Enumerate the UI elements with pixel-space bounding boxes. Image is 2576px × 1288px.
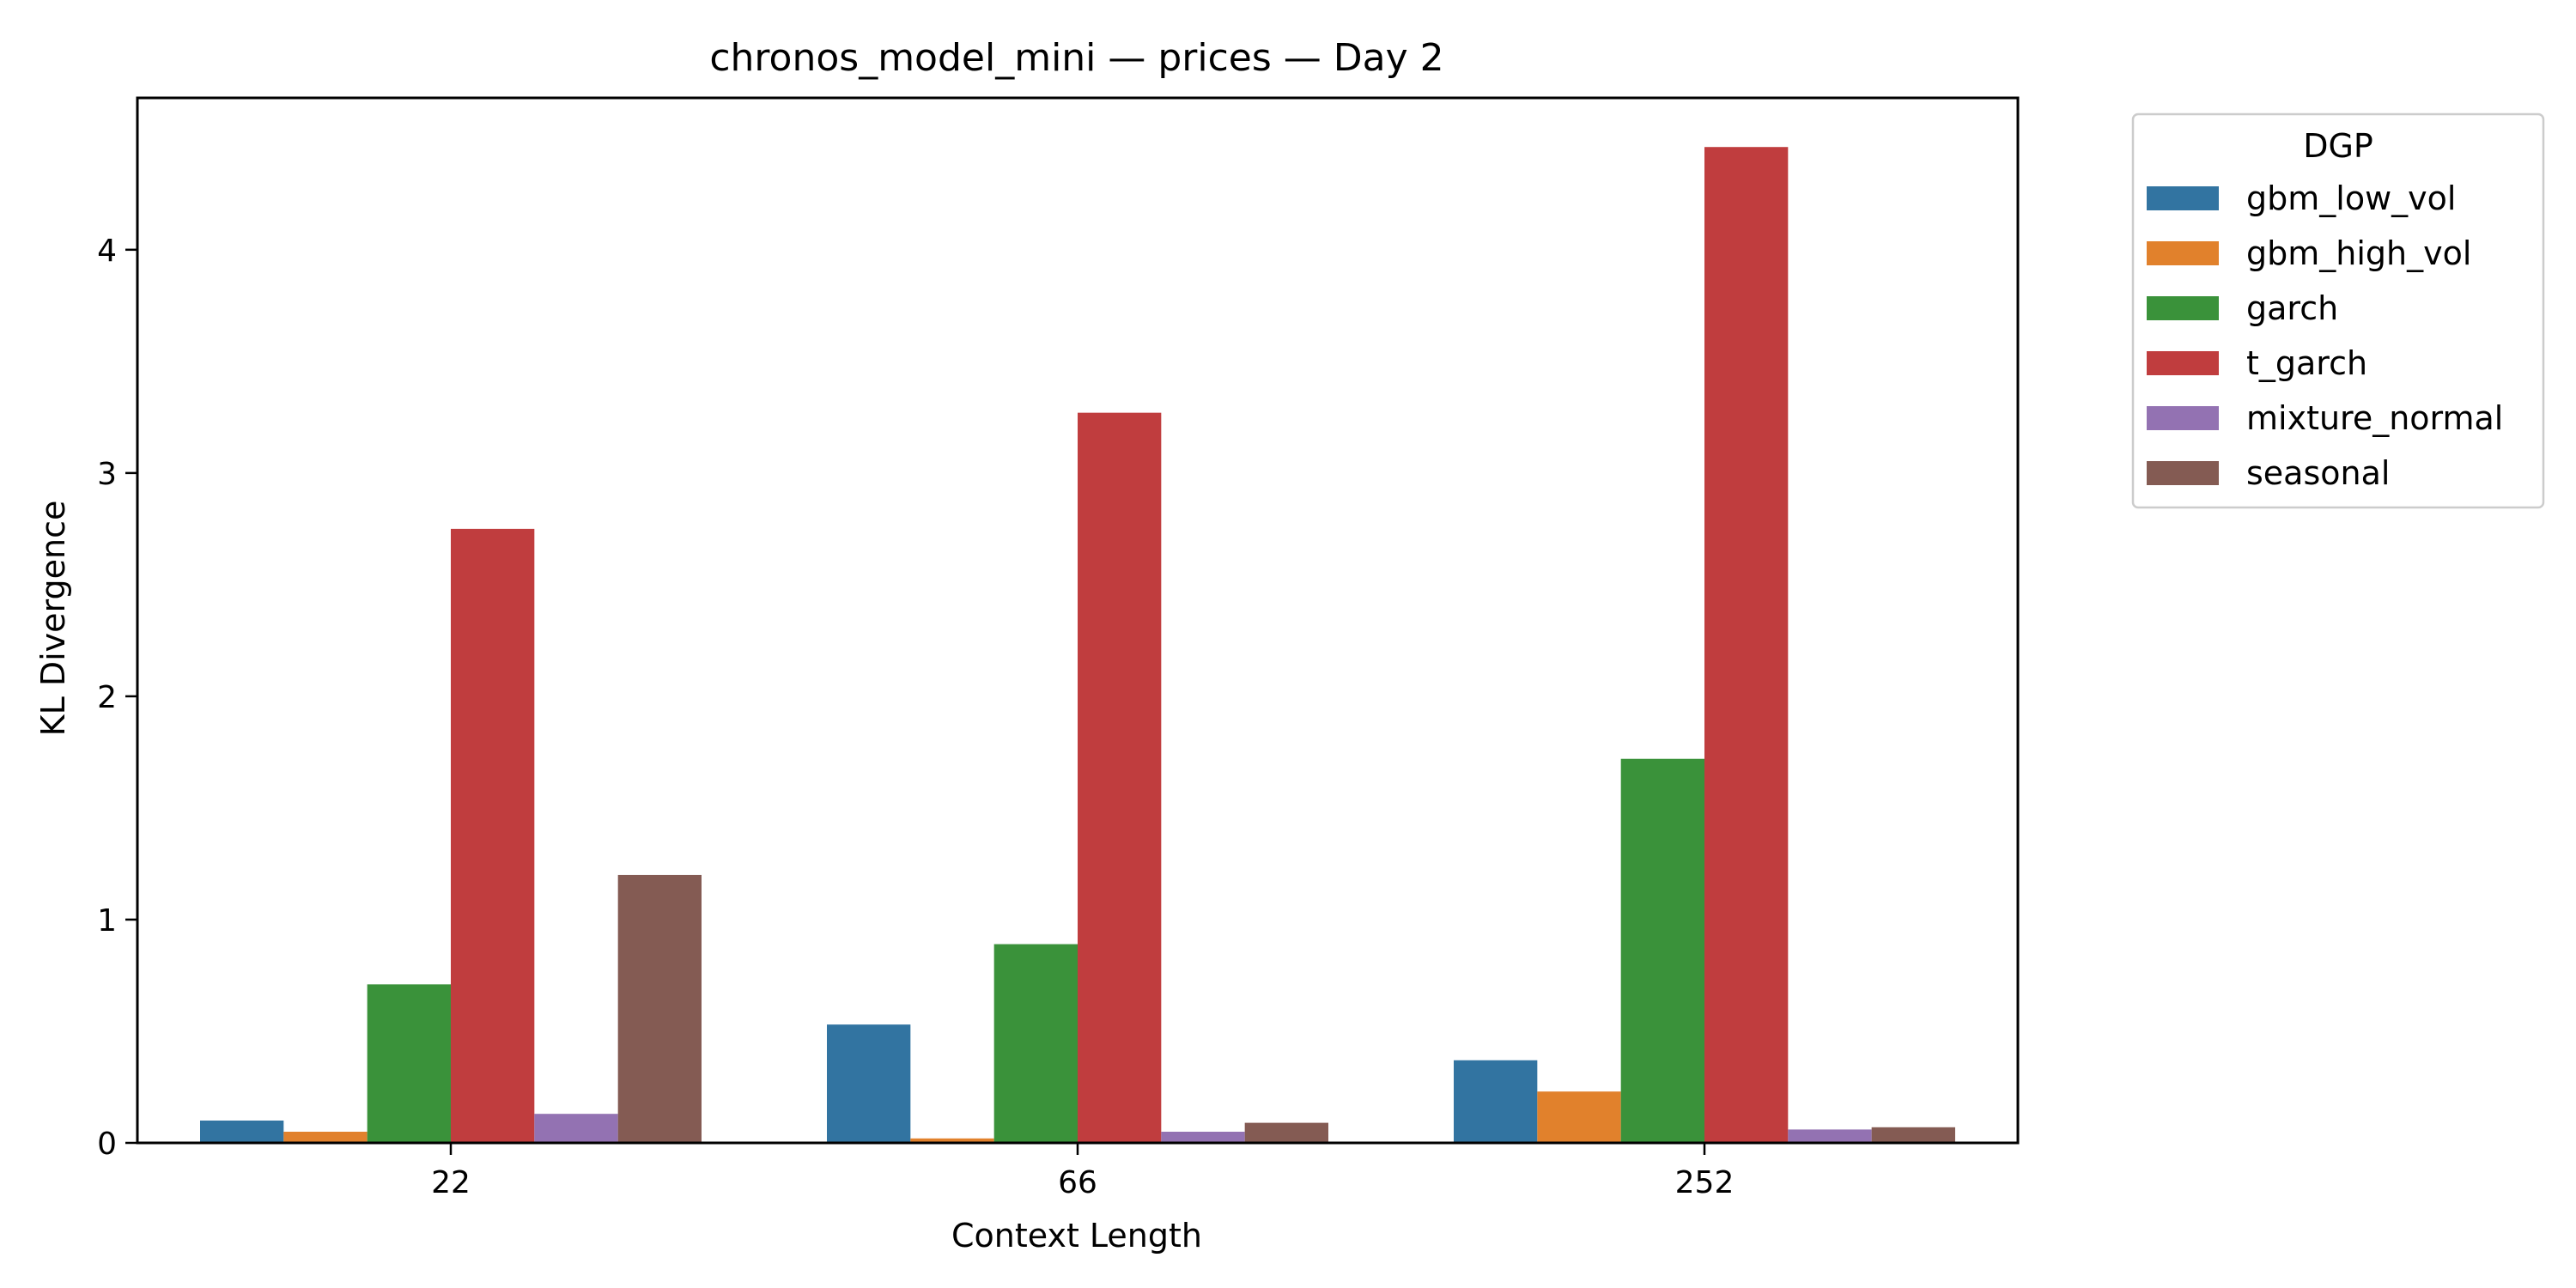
x-axis-label: Context Length bbox=[951, 1217, 1202, 1255]
bar-seasonal-252 bbox=[1871, 1127, 1955, 1143]
bar-mixture_normal-252 bbox=[1788, 1129, 1872, 1143]
x-tick-label: 252 bbox=[1675, 1165, 1735, 1200]
x-tick-label: 22 bbox=[431, 1165, 471, 1200]
bar-mixture_normal-22 bbox=[534, 1114, 618, 1143]
bar-garch-252 bbox=[1620, 758, 1704, 1143]
bar-gbm_high_vol-66 bbox=[910, 1138, 994, 1143]
legend-swatch-t_garch bbox=[2147, 351, 2219, 375]
legend-swatch-gbm_low_vol bbox=[2147, 186, 2219, 210]
y-tick-label: 1 bbox=[97, 903, 117, 939]
bar-garch-22 bbox=[367, 984, 451, 1143]
y-tick-label: 4 bbox=[97, 234, 117, 269]
legend-label-gbm_high_vol: gbm_high_vol bbox=[2246, 234, 2471, 272]
bar-t_garch-22 bbox=[451, 528, 535, 1143]
y-tick-label: 3 bbox=[97, 457, 117, 492]
legend-label-seasonal: seasonal bbox=[2246, 454, 2390, 492]
legend-title: DGP bbox=[2303, 127, 2373, 165]
bar-garch-66 bbox=[993, 944, 1078, 1143]
plot-frame bbox=[136, 96, 2020, 1145]
x-tick-label: 66 bbox=[1058, 1165, 1097, 1200]
bar-gbm_low_vol-22 bbox=[200, 1121, 284, 1143]
bar-gbm_low_vol-252 bbox=[1454, 1060, 1538, 1143]
x-axis-ticks: 22 66 252 bbox=[431, 1143, 1734, 1200]
bar-gbm_high_vol-22 bbox=[283, 1132, 368, 1143]
chart-title: chronos_model_mini — prices — Day 2 bbox=[709, 36, 1443, 80]
bars-group bbox=[200, 147, 1955, 1144]
bar-gbm_low_vol-66 bbox=[827, 1024, 911, 1143]
legend-swatch-gbm_high_vol bbox=[2147, 241, 2219, 265]
legend-label-mixture_normal: mixture_normal bbox=[2246, 399, 2503, 437]
legend-label-t_garch: t_garch bbox=[2246, 344, 2367, 382]
bar-mixture_normal-66 bbox=[1161, 1132, 1245, 1143]
bar-gbm_high_vol-252 bbox=[1537, 1091, 1621, 1143]
legend-box bbox=[2131, 112, 2545, 509]
bar-t_garch-66 bbox=[1078, 412, 1162, 1143]
bar-seasonal-66 bbox=[1244, 1122, 1328, 1143]
y-axis-label: KL Divergence bbox=[34, 501, 72, 737]
legend-label-garch: garch bbox=[2246, 289, 2338, 327]
legend-swatch-seasonal bbox=[2147, 461, 2219, 485]
y-tick-label: 0 bbox=[97, 1127, 117, 1162]
y-axis-ticks: 0 1 2 3 4 bbox=[97, 234, 137, 1162]
bar-seasonal-22 bbox=[617, 874, 702, 1143]
legend-label-gbm_low_vol: gbm_low_vol bbox=[2246, 179, 2456, 217]
legend-swatch-garch bbox=[2147, 296, 2219, 320]
y-tick-label: 2 bbox=[97, 680, 117, 715]
legend-swatch-mixture_normal bbox=[2147, 406, 2219, 430]
bar-t_garch-252 bbox=[1704, 147, 1789, 1144]
